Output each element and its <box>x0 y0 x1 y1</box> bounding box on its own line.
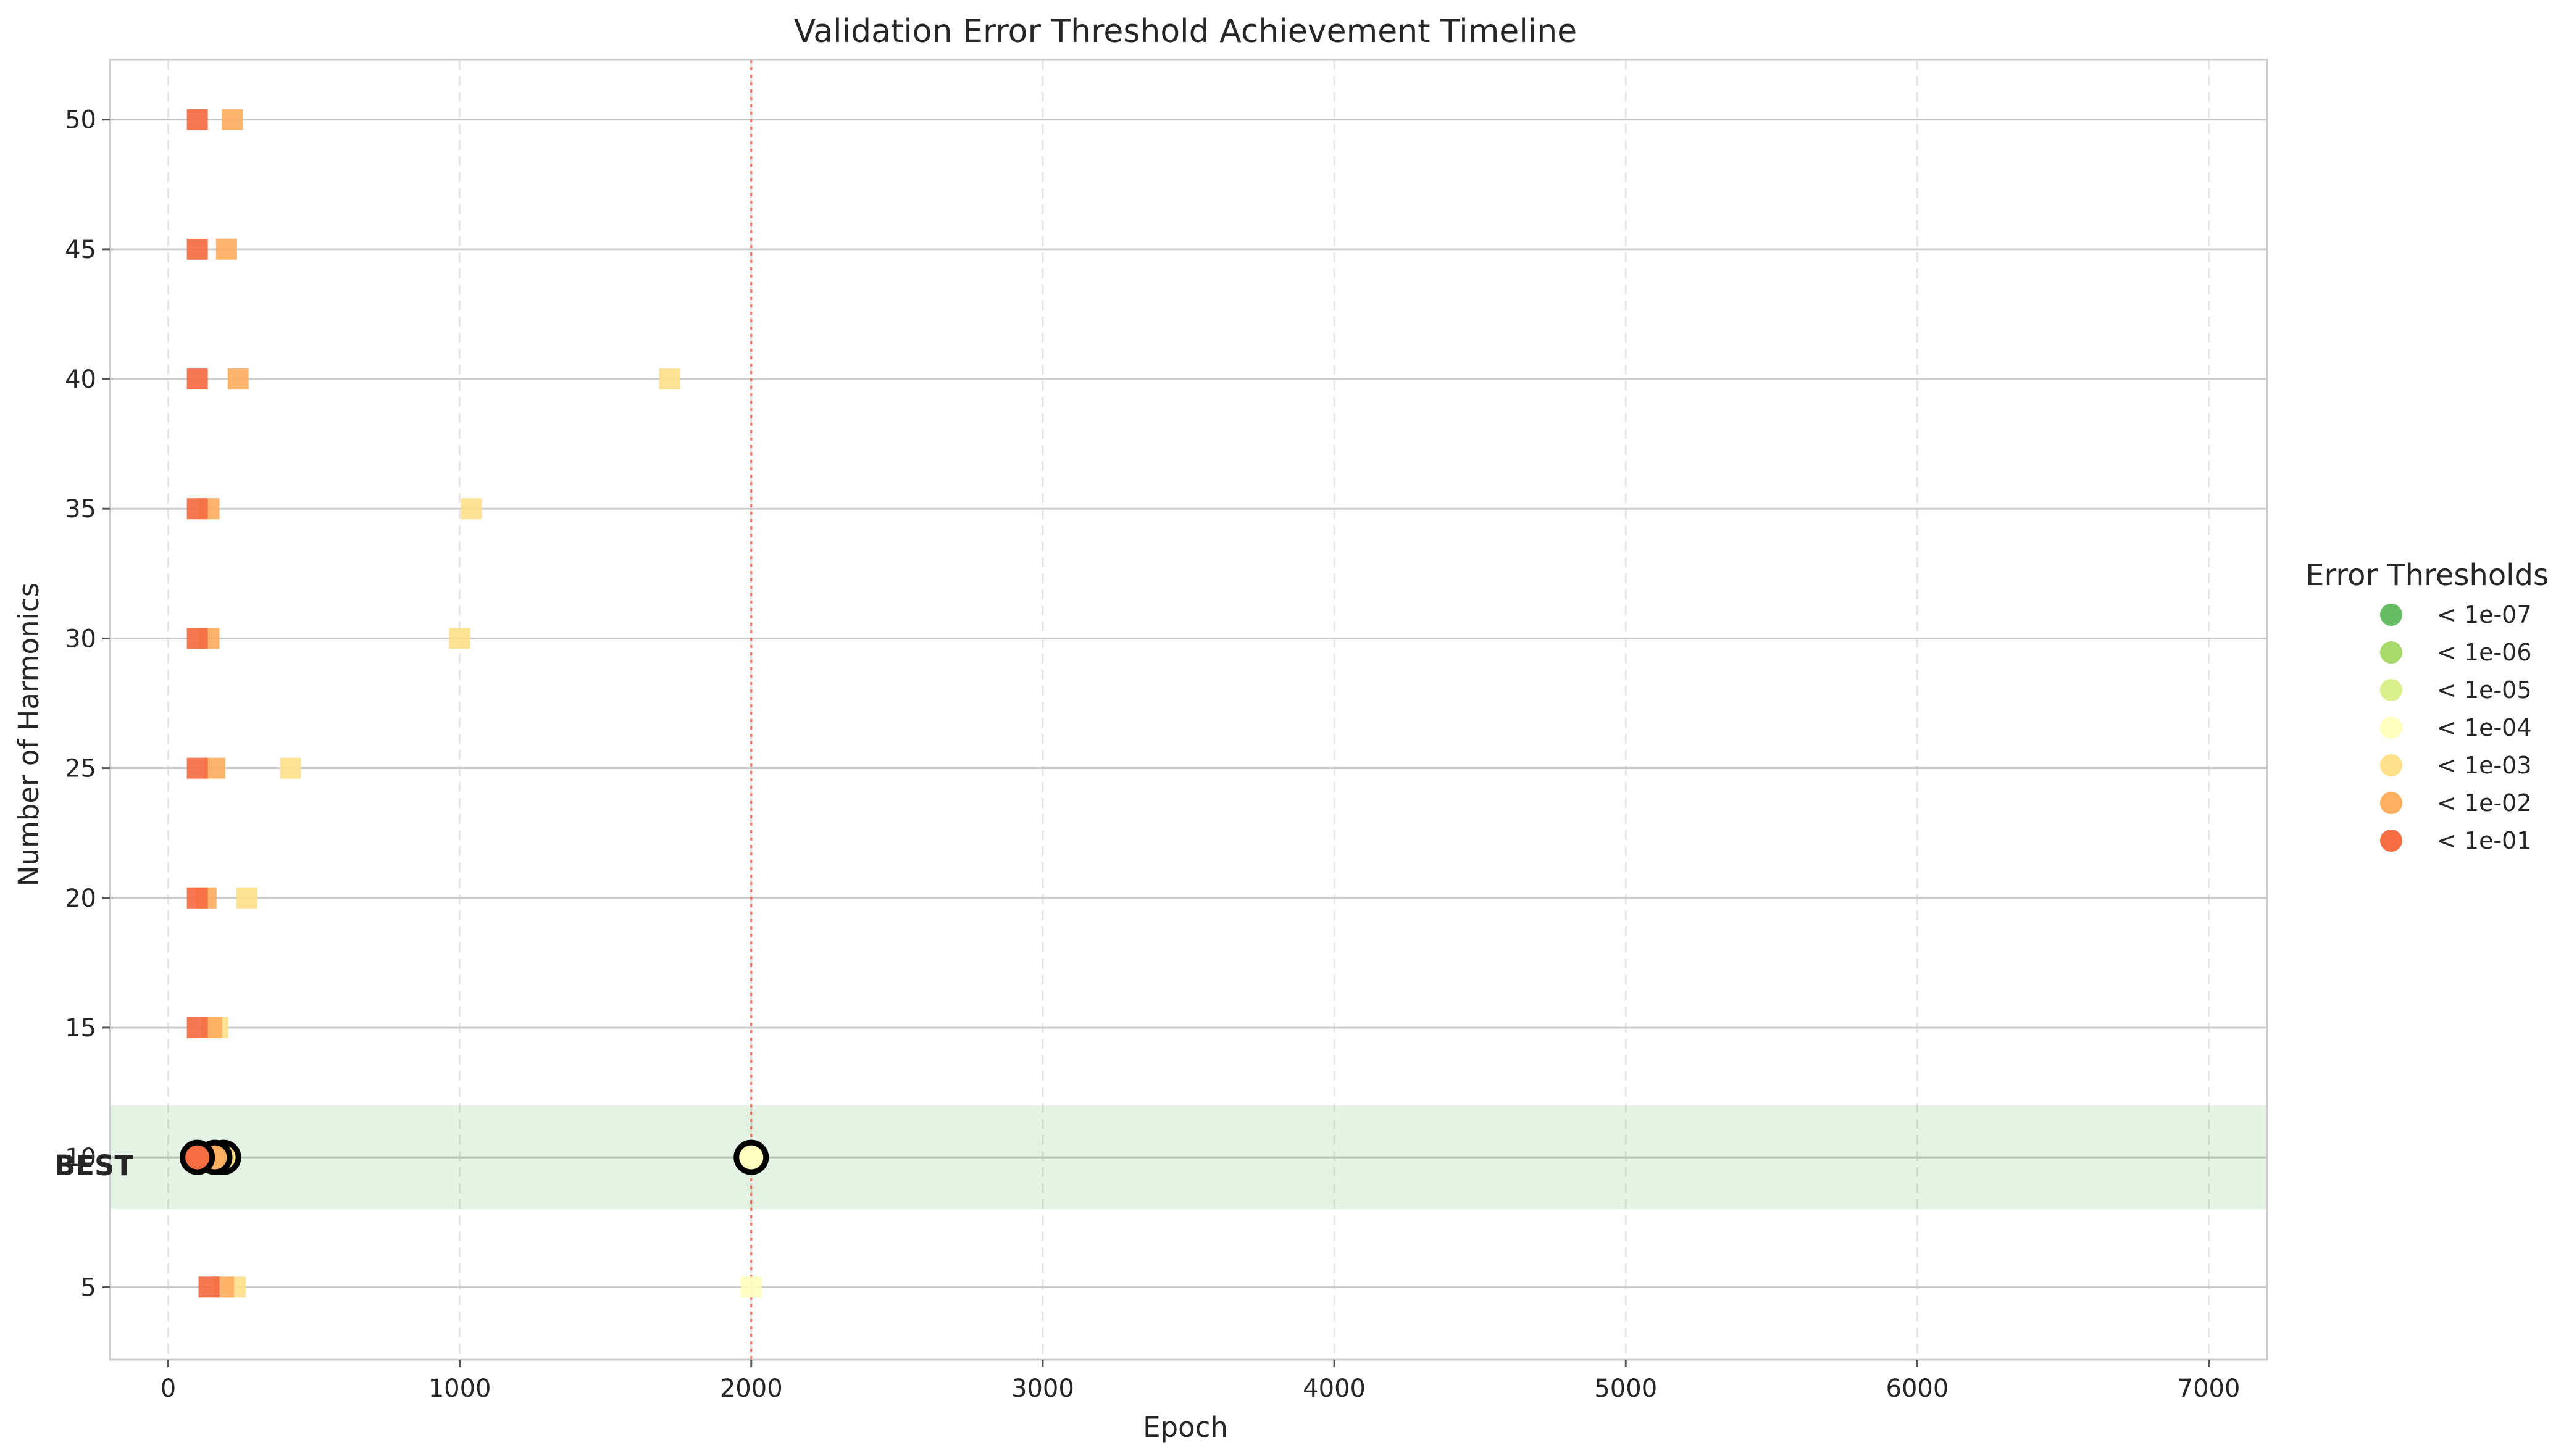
legend-label: < 1e-06 <box>2437 639 2532 666</box>
data-point <box>236 887 257 909</box>
plot-area <box>110 60 2267 1360</box>
data-point <box>186 628 208 649</box>
best-point <box>733 1139 769 1175</box>
legend-label: < 1e-04 <box>2437 714 2532 741</box>
y-tick-label: 45 <box>65 236 96 264</box>
x-tick-label: 4000 <box>1303 1375 1366 1403</box>
best-band <box>110 1105 2267 1210</box>
plot-frame <box>109 59 2268 1361</box>
tick-labels: 0 1000 2000 3000 4000 5000 6000 7000 5 10 15 20 25 30… <box>65 106 2240 1403</box>
legend-marker <box>2379 753 2404 778</box>
y-tick-label: 30 <box>65 625 96 653</box>
legend-marker <box>2379 791 2404 815</box>
plot-border <box>109 59 2268 1361</box>
y-axis-label: Number of Harmonics <box>12 583 45 886</box>
legend-marker <box>2379 715 2404 740</box>
legend-label: < 1e-01 <box>2437 827 2532 854</box>
legend-marker <box>2379 678 2404 702</box>
x-tick-label: 6000 <box>1886 1375 1949 1403</box>
legend-label: < 1e-07 <box>2437 601 2532 628</box>
chart-title: Validation Error Threshold Achievement T… <box>794 13 1577 50</box>
legend: Error Thresholds < 1e-07 < 1e-06 < 1e-05 < … <box>2305 558 2549 854</box>
data-point <box>222 109 243 130</box>
data-point <box>740 1276 762 1298</box>
y-tick-label: 15 <box>65 1014 96 1042</box>
legend-title: Error Thresholds <box>2305 558 2549 593</box>
x-tick-label: 0 <box>161 1375 176 1403</box>
legend-label: < 1e-03 <box>2437 752 2532 779</box>
best-point <box>180 1139 215 1175</box>
legend-label: < 1e-05 <box>2437 676 2532 704</box>
grid-lines <box>110 60 2267 1360</box>
y-tick-label: 10 <box>65 1144 96 1172</box>
x-axis-label: Epoch <box>1143 1411 1228 1444</box>
y-tick-label: 50 <box>65 106 96 135</box>
best-label: BEST <box>54 1149 133 1182</box>
y-tick-label: 20 <box>65 884 96 913</box>
data-point <box>227 368 249 390</box>
x-tick-label: 3000 <box>1011 1375 1074 1403</box>
y-tick-label: 5 <box>81 1273 96 1302</box>
data-point <box>186 368 208 390</box>
data-point <box>186 109 208 130</box>
y-tick-label: 25 <box>65 755 96 783</box>
data-point <box>215 238 237 260</box>
data-point <box>198 1276 220 1298</box>
x-tick-label: 1000 <box>428 1375 491 1403</box>
x-tick-label: 2000 <box>720 1375 783 1403</box>
x-tick-label: 5000 <box>1594 1375 1657 1403</box>
legend-marker <box>2379 640 2404 665</box>
data-points <box>180 109 769 1298</box>
data-point <box>186 1017 208 1038</box>
y-tick-label: 35 <box>65 495 96 523</box>
data-point <box>449 628 470 649</box>
data-point <box>186 238 208 260</box>
data-point <box>659 368 680 390</box>
data-point <box>186 498 208 520</box>
data-point <box>461 498 482 520</box>
data-point <box>280 757 301 779</box>
data-point <box>186 757 208 779</box>
best-band-rect <box>110 1105 2267 1210</box>
data-point <box>186 887 208 909</box>
x-tick-label: 7000 <box>2178 1375 2241 1403</box>
y-tick-label: 40 <box>65 365 96 394</box>
legend-marker <box>2379 828 2404 853</box>
legend-label: < 1e-02 <box>2437 789 2532 817</box>
plot-background <box>110 60 2267 1360</box>
legend-marker <box>2379 602 2404 627</box>
